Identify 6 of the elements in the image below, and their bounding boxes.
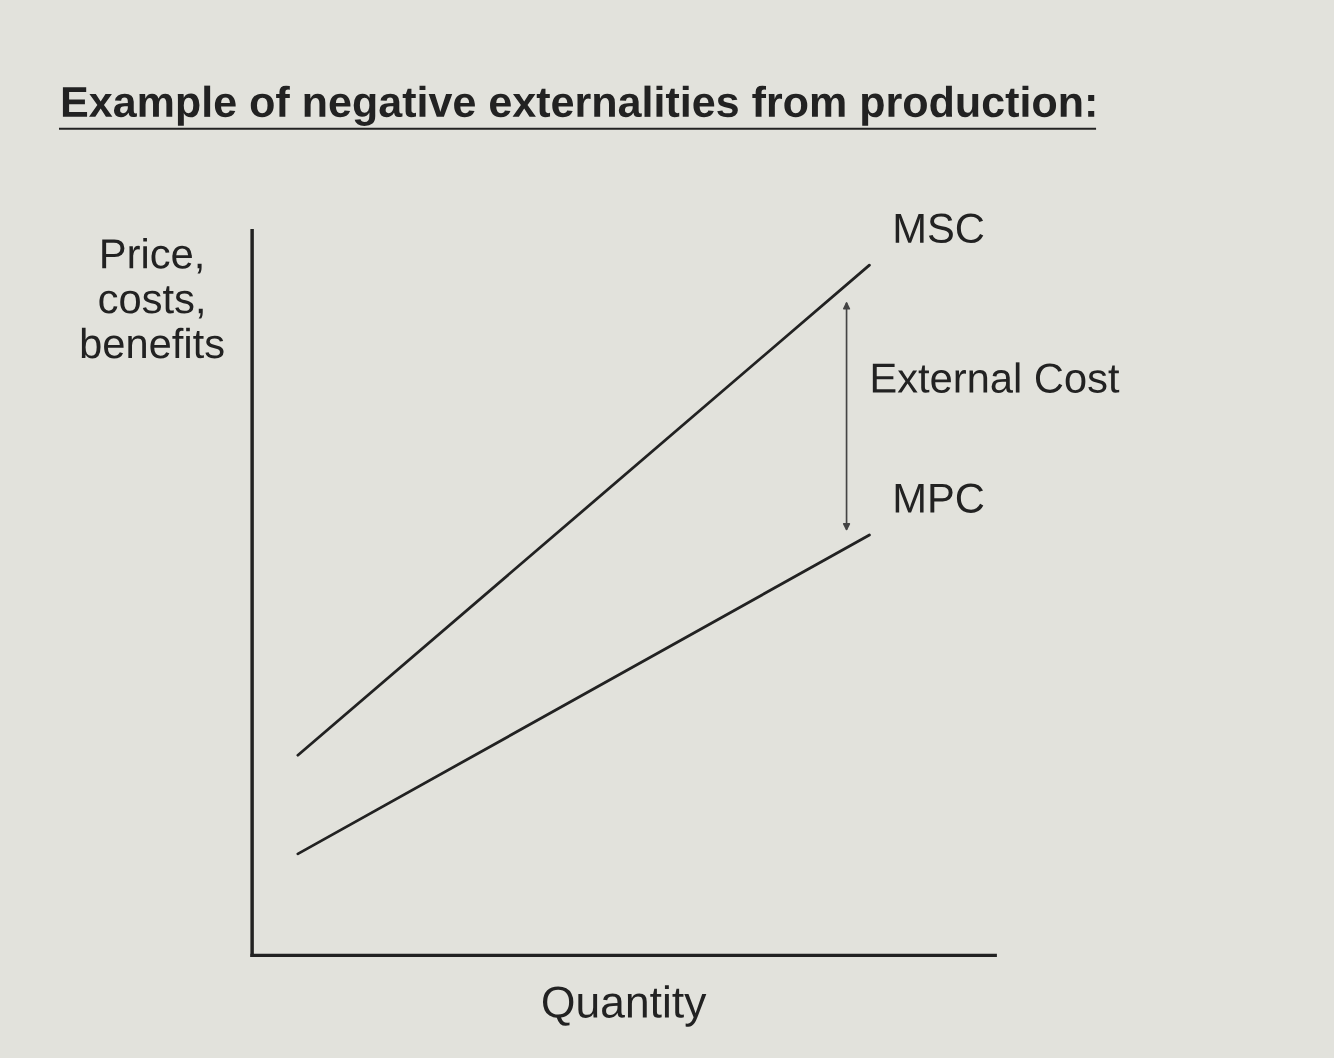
y-axis-title: Price, costs, benefits (81, 238, 224, 359)
x-axis-title: Quantity (543, 985, 707, 1027)
annotation: External Cost (872, 362, 1120, 393)
chart-title: Example of negative externalities from production: (62, 85, 1095, 126)
series-label: MSC (895, 213, 984, 244)
series-label: MPC (895, 483, 984, 513)
